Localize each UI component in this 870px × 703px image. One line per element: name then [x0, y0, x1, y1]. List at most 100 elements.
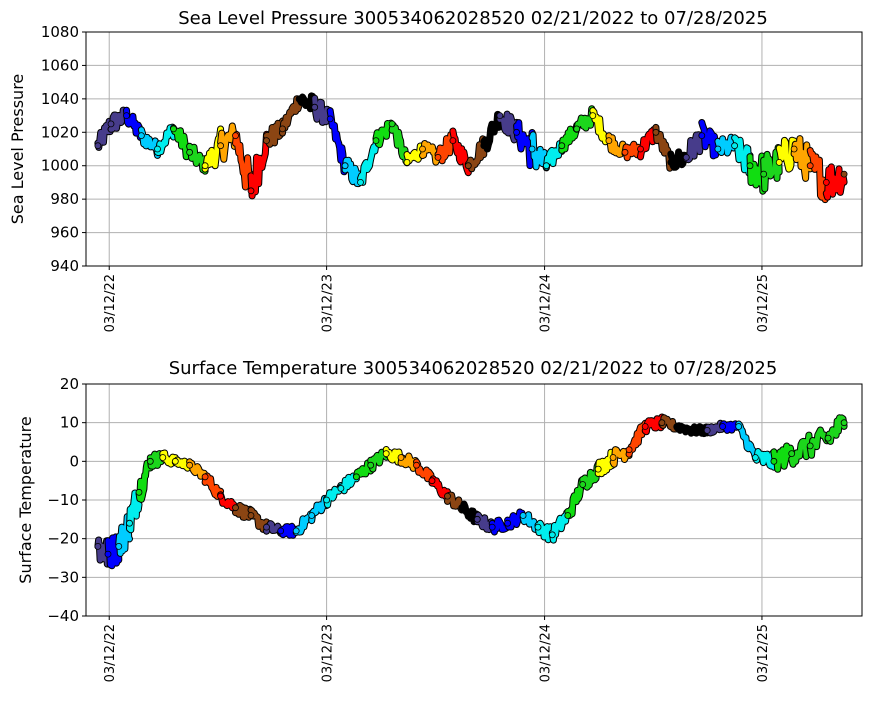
data-point [232, 132, 239, 140]
data-point [719, 423, 726, 430]
data-trace [233, 132, 254, 190]
data-segment [735, 420, 759, 461]
data-point [543, 162, 550, 170]
data-point [137, 132, 145, 140]
data-point [790, 145, 798, 153]
data-segment [488, 516, 512, 536]
data-point [419, 145, 426, 153]
data-point [822, 178, 830, 186]
y-tick-label: 0 [69, 452, 79, 470]
data-segment [605, 132, 629, 158]
data-segment [496, 110, 521, 144]
data-point [731, 142, 738, 150]
data-point [625, 446, 633, 454]
data-trace [147, 451, 166, 469]
data-point [735, 423, 743, 430]
data-trace [218, 123, 238, 162]
data-trace [489, 517, 511, 535]
data-segment [573, 105, 597, 133]
data-trace [549, 510, 571, 543]
data-segment [714, 133, 739, 157]
data-segment [790, 135, 814, 182]
data-point [186, 148, 194, 156]
data-trace [606, 133, 628, 157]
data-point [292, 527, 300, 535]
data-point [589, 112, 597, 119]
plot-frame [85, 383, 863, 617]
data-segment [146, 450, 167, 470]
data-segment [822, 163, 848, 201]
data-trace [138, 127, 160, 158]
data-trace [642, 414, 665, 435]
data-point [673, 423, 681, 430]
data-point [488, 523, 496, 531]
data-point [135, 488, 143, 496]
data-trace [465, 136, 487, 172]
data-point [637, 145, 644, 153]
data-point [682, 153, 690, 161]
data-point [170, 125, 177, 133]
data-trace [171, 125, 193, 160]
data-point [352, 473, 360, 481]
data-point [573, 125, 581, 133]
data-point [126, 519, 133, 527]
data-point [217, 492, 225, 500]
chart-title: Sea Level Pressure 300534062028520 02/21… [178, 8, 768, 29]
data-segment [806, 426, 832, 459]
data-point [652, 128, 660, 136]
data-point [434, 153, 442, 161]
data-point [658, 419, 666, 427]
chart-title: Surface Temperature 300534062028520 02/2… [169, 358, 778, 379]
data-point [458, 504, 466, 512]
data-trace [389, 122, 410, 166]
data-point [667, 158, 675, 166]
data-point [357, 178, 364, 186]
data-segment [388, 121, 411, 167]
sea-level-pressure-panel: Sea Level Pressure 300534062028520 02/21… [8, 8, 863, 332]
data-trace [497, 111, 520, 143]
data-point [605, 137, 613, 145]
data-segment [232, 131, 255, 191]
y-tick-label: 960 [50, 224, 79, 242]
data-segment [123, 106, 145, 141]
data-trace [736, 421, 758, 460]
data-point [247, 512, 255, 519]
data-segment [170, 124, 194, 161]
y-tick-label: −10 [47, 491, 79, 509]
data-trace [807, 148, 829, 203]
data-trace [752, 449, 777, 470]
data-point [277, 527, 285, 535]
x-tick-label: 03/12/23 [321, 624, 336, 682]
data-point [641, 423, 649, 430]
data-trace [248, 131, 269, 199]
data-trace [574, 106, 596, 132]
y-tick-label: 10 [60, 414, 79, 432]
data-point [154, 145, 161, 153]
data-point [746, 162, 754, 170]
data-segment [247, 130, 270, 200]
data-point [840, 170, 848, 178]
data-point [171, 457, 179, 465]
data-point [159, 454, 167, 461]
data-point [775, 158, 783, 166]
data-point [496, 112, 504, 119]
data-point [449, 137, 457, 145]
data-point [806, 162, 814, 170]
x-tick-label: 03/12/23 [321, 274, 336, 332]
data-trace [715, 134, 738, 156]
data-point [428, 477, 436, 485]
data-segment [413, 458, 436, 485]
y-axis-label: Surface Temperature [16, 416, 35, 583]
data-point [382, 450, 390, 458]
data-trace [529, 132, 549, 171]
y-tick-label: 1040 [41, 90, 79, 108]
data-point [279, 125, 286, 133]
data-segment [558, 121, 581, 154]
data-trace [807, 427, 831, 458]
data-point [403, 158, 411, 166]
data-point [688, 426, 696, 434]
data-point [528, 145, 536, 153]
data-segment [137, 126, 161, 159]
data-segment [528, 131, 550, 172]
